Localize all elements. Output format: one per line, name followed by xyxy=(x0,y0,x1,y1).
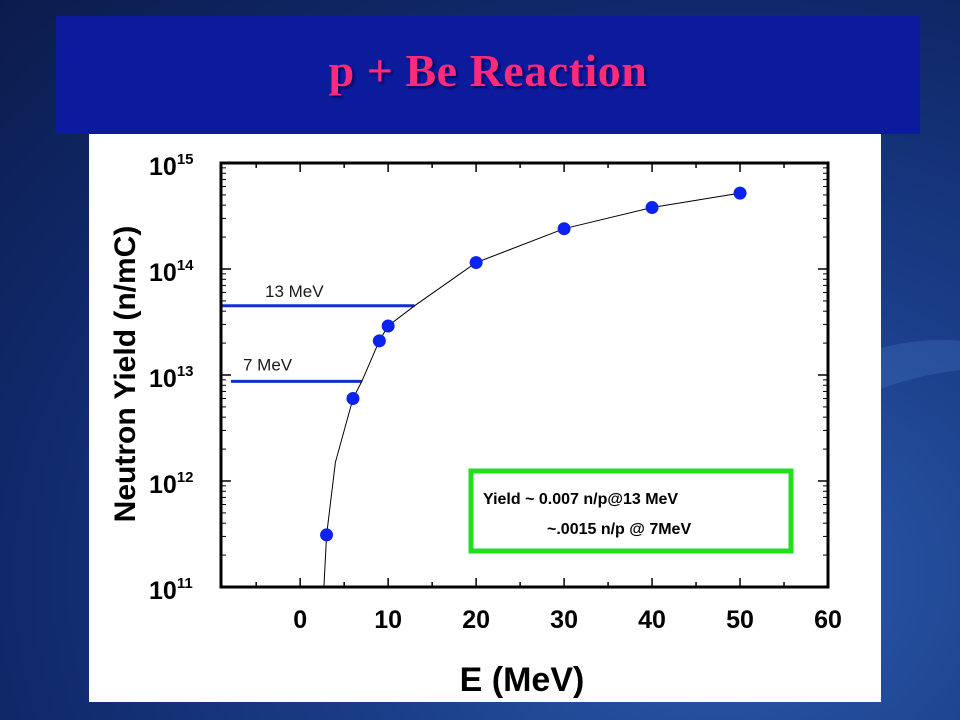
annotation-border xyxy=(468,468,794,554)
x-tick-label: 20 xyxy=(462,606,490,634)
reference-line-label: 13 MeV xyxy=(265,282,324,301)
y-tick-label: 1015 xyxy=(149,151,194,181)
y-tick-base: 10 xyxy=(149,153,177,181)
x-tick-label: 40 xyxy=(638,606,666,634)
y-tick-label: 1013 xyxy=(149,363,194,393)
y-tick-label: 1012 xyxy=(149,469,194,499)
data-point xyxy=(733,186,747,200)
chart-panel: 13 MeV 7 MeV 0 10 20 30 40 50 60 1011 1012 1013 101… xyxy=(89,134,881,702)
y-tick-base: 10 xyxy=(149,471,177,499)
data-point xyxy=(557,222,571,236)
y-tick-exponent: 11 xyxy=(177,575,193,592)
data-point xyxy=(381,319,395,333)
data-point xyxy=(320,528,334,542)
reference-line-label: 7 MeV xyxy=(243,355,293,374)
annotation-line-2: ~.0015 n/p @ 7MeV xyxy=(547,521,691,538)
y-tick-exponent: 14 xyxy=(177,257,194,274)
data-point xyxy=(372,334,386,348)
y-tick-exponent: 13 xyxy=(177,363,194,380)
y-axis-label: Neutron Yield (n/mC) xyxy=(109,226,142,523)
x-tick-label: 30 xyxy=(550,606,578,634)
slide-title: p + Be Reaction xyxy=(328,44,648,96)
plot-frame xyxy=(219,161,830,589)
y-tick-exponent: 15 xyxy=(177,151,194,168)
x-tick-label: 10 xyxy=(374,606,402,634)
y-tick-exponent: 12 xyxy=(177,469,194,486)
x-tick-label: 60 xyxy=(814,606,842,634)
x-tick-label: 0 xyxy=(293,606,307,634)
y-tick-label: 1011 xyxy=(149,575,193,605)
y-tick-label: 1014 xyxy=(149,257,194,287)
annotation-box: Yield ~ 0.007 n/p@13 MeV ~.0015 n/p @ 7M… xyxy=(468,468,794,554)
data-points xyxy=(320,186,747,542)
y-tick-base: 10 xyxy=(149,259,177,287)
y-tick-base: 10 xyxy=(149,365,177,393)
title-bar: p + Be Reaction xyxy=(56,16,920,134)
x-axis-label: E (MeV) xyxy=(460,661,585,699)
reference-lines: 13 MeV 7 MeV xyxy=(221,282,415,383)
y-tick-base: 10 xyxy=(149,577,177,605)
fit-curve xyxy=(323,192,741,588)
x-tick-label: 50 xyxy=(726,606,754,634)
data-point xyxy=(645,201,659,215)
data-point xyxy=(346,392,360,406)
data-point xyxy=(469,256,483,270)
annotation-line-1: Yield ~ 0.007 n/p@13 MeV xyxy=(483,491,678,508)
